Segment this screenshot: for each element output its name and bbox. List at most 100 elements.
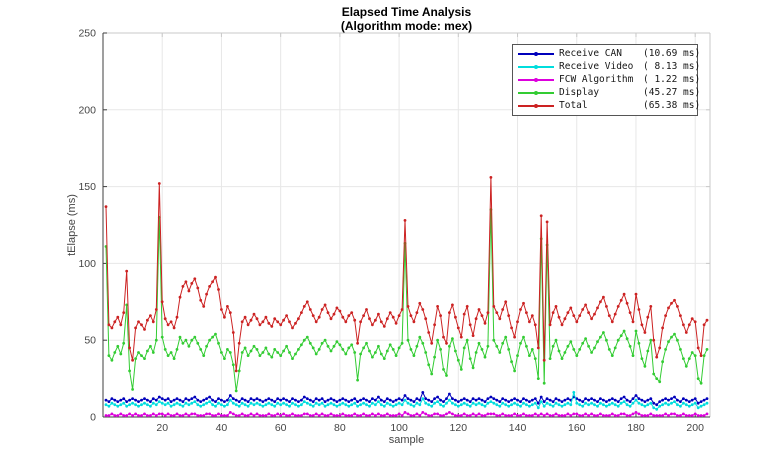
series-marker-fcw-algorithm <box>667 414 670 417</box>
series-marker-fcw-algorithm <box>300 414 303 417</box>
series-marker-receive-video <box>276 401 280 405</box>
series-marker-fcw-algorithm <box>137 414 140 417</box>
series-marker-receive-video <box>610 401 614 405</box>
series-marker-receive-video <box>196 403 200 407</box>
series-marker-fcw-algorithm <box>199 414 203 417</box>
series-marker-receive-can <box>335 400 339 403</box>
series-marker-total <box>388 311 392 314</box>
series-marker-total <box>294 321 297 325</box>
series-marker-receive-can <box>231 397 235 400</box>
series-marker-fcw-algorithm <box>690 414 694 417</box>
series-marker-fcw-algorithm <box>471 412 475 416</box>
series-marker-total <box>569 306 573 310</box>
series-marker-receive-video <box>300 403 303 407</box>
series-marker-total <box>234 369 238 373</box>
series-marker-receive-can <box>646 398 650 402</box>
series-marker-total <box>374 318 377 322</box>
series-marker-fcw-algorithm <box>273 414 277 417</box>
series-marker-display <box>314 352 318 356</box>
series-marker-total <box>448 311 451 314</box>
series-marker-receive-video <box>240 401 244 405</box>
series-marker-display <box>137 351 140 354</box>
series-marker-receive-can <box>128 398 132 402</box>
series-marker-total <box>516 320 519 324</box>
series-marker-total <box>276 320 280 324</box>
series-marker-display <box>359 352 362 356</box>
series-marker-fcw-algorithm <box>498 414 502 417</box>
series-marker-fcw-algorithm <box>699 414 703 417</box>
series-marker-fcw-algorithm <box>172 414 176 417</box>
series-marker-display <box>554 338 558 342</box>
series-marker-total <box>474 317 478 321</box>
series-marker-receive-can <box>495 398 499 402</box>
series-marker-receive-can <box>459 398 463 402</box>
series-marker-receive-video <box>578 403 582 407</box>
series-marker-receive-video <box>193 400 197 403</box>
series-marker-receive-can <box>208 395 212 399</box>
series-marker-display <box>454 349 457 353</box>
series-marker-fcw-algorithm <box>436 412 439 416</box>
series-marker-fcw-algorithm <box>459 414 463 417</box>
series-marker-display <box>483 355 487 359</box>
series-marker-fcw-algorithm <box>566 412 570 416</box>
series-marker-receive-video <box>131 401 135 405</box>
series-marker-total <box>468 323 472 327</box>
series-marker-receive-can <box>371 397 374 400</box>
series-marker-total <box>687 323 691 327</box>
series-marker-total <box>607 314 611 317</box>
series-marker-receive-can <box>445 397 448 400</box>
series-marker-display <box>610 354 614 357</box>
series-marker-receive-video <box>442 404 445 408</box>
series-marker-total <box>525 311 528 314</box>
series-marker-receive-can <box>483 400 487 403</box>
series-marker-receive-can <box>255 397 259 400</box>
x-tick-label: 60 <box>275 422 287 434</box>
series-marker-display <box>696 377 700 380</box>
y-tick-label: 200 <box>78 104 96 116</box>
series-marker-fcw-algorithm <box>637 412 641 416</box>
legend-label: Receive CAN <box>559 48 622 60</box>
series-marker-total <box>258 323 262 327</box>
series-marker-total <box>539 214 543 218</box>
series-marker-fcw-algorithm <box>599 412 602 416</box>
series-marker-total <box>610 320 614 324</box>
series-marker-fcw-algorithm <box>214 414 217 417</box>
series-marker-receive-can <box>442 400 445 403</box>
series-marker-receive-video <box>391 404 395 408</box>
series-marker-fcw-algorithm <box>486 412 490 416</box>
x-tick-label: 200 <box>686 422 704 434</box>
series-marker-fcw-algorithm <box>243 414 247 417</box>
series-marker-receive-can <box>415 397 419 400</box>
series-marker-display <box>193 335 197 339</box>
series-marker-receive-can <box>439 398 442 402</box>
series-marker-display <box>302 338 306 342</box>
series-marker-receive-can <box>676 398 679 402</box>
series-marker-receive-can <box>578 398 582 402</box>
y-tick-label: 50 <box>84 335 96 347</box>
series-marker-total <box>154 308 158 311</box>
series-marker-receive-can <box>652 401 656 405</box>
series-marker-display <box>320 341 324 345</box>
series-marker-receive-can <box>377 395 380 399</box>
series-marker-fcw-algorithm <box>169 414 173 417</box>
series-marker-total <box>246 323 250 327</box>
series-marker-fcw-algorithm <box>276 412 280 416</box>
series-marker-display <box>160 335 164 339</box>
series-marker-receive-can <box>519 400 522 403</box>
series-marker-display <box>329 349 333 353</box>
series-marker-total <box>637 308 641 311</box>
series-marker-receive-can <box>510 398 513 402</box>
series-marker-display <box>643 364 647 368</box>
series-marker-receive-can <box>172 398 176 402</box>
series-marker-receive-video <box>530 403 534 407</box>
series-marker-receive-video <box>344 403 348 407</box>
series-marker-receive-can <box>326 398 330 402</box>
series-marker-display <box>649 338 653 342</box>
series-marker-fcw-algorithm <box>107 414 111 417</box>
series-marker-total <box>492 305 496 308</box>
series-marker-receive-can <box>264 398 268 402</box>
series-marker-total <box>679 314 682 317</box>
series-marker-receive-video <box>542 404 546 408</box>
series-marker-display <box>338 343 342 347</box>
